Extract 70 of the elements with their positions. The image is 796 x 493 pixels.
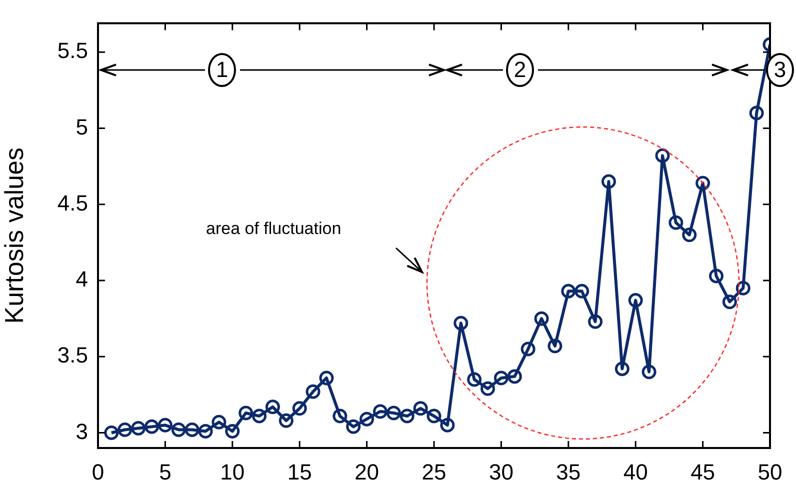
x-tick-label: 30 (488, 459, 514, 484)
point (642, 364, 656, 380)
text: 3 (766, 53, 794, 87)
point (682, 228, 697, 242)
y-tick-label: 4 (76, 266, 88, 292)
point (265, 400, 280, 414)
point (212, 414, 226, 430)
point (708, 268, 724, 284)
annotation: 2 (506, 53, 534, 87)
point (225, 424, 240, 438)
point (668, 215, 684, 230)
point (454, 316, 468, 330)
point (238, 406, 254, 420)
point (696, 176, 710, 190)
point (467, 372, 482, 387)
x-tick-label: 20 (354, 459, 380, 484)
point (198, 424, 213, 438)
point (588, 314, 603, 329)
y-tick-label: 4.5 (57, 190, 88, 216)
point (736, 280, 750, 296)
point (507, 369, 522, 384)
point (628, 293, 643, 308)
point (440, 418, 455, 432)
point (306, 384, 320, 399)
point (614, 362, 630, 376)
point (400, 408, 414, 424)
point (171, 422, 186, 437)
x-tick-label: 25 (422, 459, 446, 484)
point (548, 338, 562, 354)
x-tick-label: 45 (690, 459, 716, 484)
x-tick-label: 5 (159, 459, 172, 484)
annotation: 1 (208, 53, 236, 87)
x-tick-label: 15 (287, 459, 312, 484)
point (722, 294, 737, 310)
point (386, 406, 401, 420)
point (346, 419, 361, 434)
point (480, 381, 496, 396)
point (561, 284, 576, 298)
y-tick-label: 3.5 (57, 342, 88, 368)
point (520, 342, 536, 356)
x-tick-label: 50 (758, 459, 782, 484)
point (131, 420, 146, 436)
point (104, 426, 119, 440)
x-tick-label: 10 (220, 459, 245, 484)
y-axis-title: Kurtosis values (0, 147, 29, 324)
annotation: area of fluctuation (206, 219, 342, 239)
point (601, 174, 616, 189)
x-tick-label: 35 (556, 459, 581, 484)
point (426, 408, 442, 424)
x-tick-label: 40 (623, 459, 648, 484)
y-tick-label: 5.5 (57, 38, 88, 64)
point (534, 311, 549, 326)
point (158, 418, 172, 432)
x-tick-label: 0 (92, 459, 104, 484)
y-tick-label: 3 (76, 418, 88, 444)
point (749, 106, 764, 120)
point (278, 413, 294, 428)
point (494, 370, 508, 386)
point (292, 401, 307, 416)
point (413, 401, 428, 416)
point (252, 408, 267, 424)
point (360, 412, 374, 426)
point (184, 422, 200, 437)
point (332, 408, 348, 424)
point (319, 370, 334, 386)
point (118, 422, 132, 437)
point (144, 419, 160, 434)
y-tick-label: 5 (76, 114, 88, 140)
point (372, 404, 388, 419)
point (574, 284, 590, 298)
